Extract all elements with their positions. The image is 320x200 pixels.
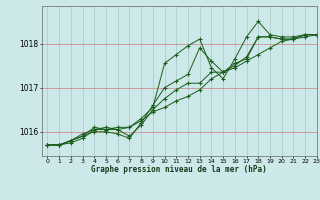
X-axis label: Graphe pression niveau de la mer (hPa): Graphe pression niveau de la mer (hPa)	[91, 165, 267, 174]
